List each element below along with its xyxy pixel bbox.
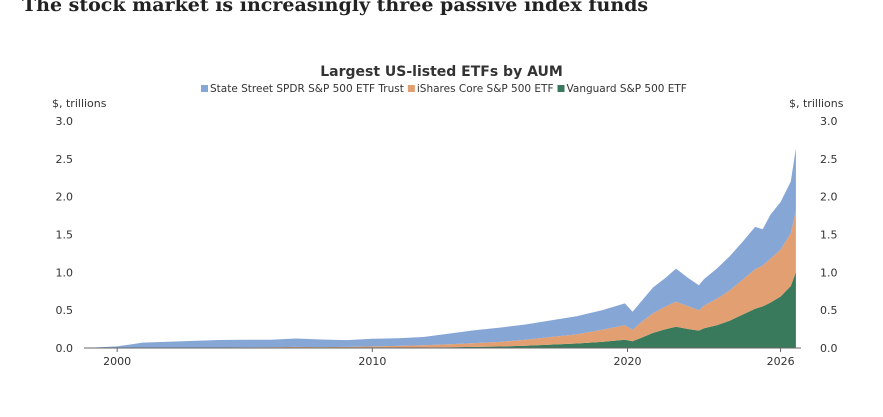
x-tick-label: 2026	[767, 355, 795, 368]
y-tick-label-right: 1.5	[820, 229, 838, 242]
y-tick-label-right: 3.0	[820, 115, 838, 128]
page-headline: The stock market is increasingly three p…	[22, 0, 649, 16]
chart-legend: State Street SPDR S&P 500 ETF Trust iShar…	[201, 83, 687, 95]
legend-label-vanguard-s-p-500-etf: Vanguard S&P 500 ETF	[567, 83, 687, 95]
y-tick-label-left: 0.0	[56, 342, 74, 355]
legend-label-ishares-core-s-p-500-etf: iShares Core S&P 500 ETF	[417, 83, 554, 95]
legend-swatch-vanguard-s-p-500-etf	[557, 85, 565, 92]
y-tick-label-right: 2.0	[820, 191, 838, 204]
unit-label-right: $, trillions	[789, 97, 844, 110]
legend-swatch-ishares-core-s-p-500-etf	[407, 85, 415, 92]
y-tick-label-right: 0.0	[820, 342, 838, 355]
y-tick-label-left: 2.0	[56, 191, 74, 204]
y-tick-label-right: 2.5	[820, 153, 838, 166]
x-tick-label: 2000	[103, 355, 131, 368]
y-tick-label-right: 1.0	[820, 266, 838, 279]
area-layer	[84, 148, 796, 348]
y-tick-label-left: 3.0	[56, 115, 74, 128]
y-tick-label-right: 0.5	[820, 304, 838, 317]
area-vanguard-s-p-500-etf	[84, 272, 796, 348]
chart-title: Largest US-listed ETFs by AUM	[320, 64, 563, 80]
unit-label-left: $, trillions	[52, 97, 107, 110]
legend-label-state-street-spdr-s-p-500-etf-trust: State Street SPDR S&P 500 ETF Trust	[210, 83, 404, 95]
legend-swatch-state-street-spdr-s-p-500-etf-trust	[201, 85, 208, 92]
y-tick-label-left: 1.5	[56, 229, 74, 242]
y-tick-label-left: 2.5	[56, 153, 74, 166]
x-tick-label: 2020	[613, 355, 641, 368]
y-tick-label-left: 1.0	[56, 266, 74, 279]
axis-layer: 0.0 0.0 0.5 0.5 1.0 1.0 1.5 1.5 2.0 2.0 2.5 2.5 3.0 3…	[52, 97, 844, 368]
y-tick-label-left: 0.5	[56, 304, 74, 317]
x-tick-label: 2010	[358, 355, 386, 368]
